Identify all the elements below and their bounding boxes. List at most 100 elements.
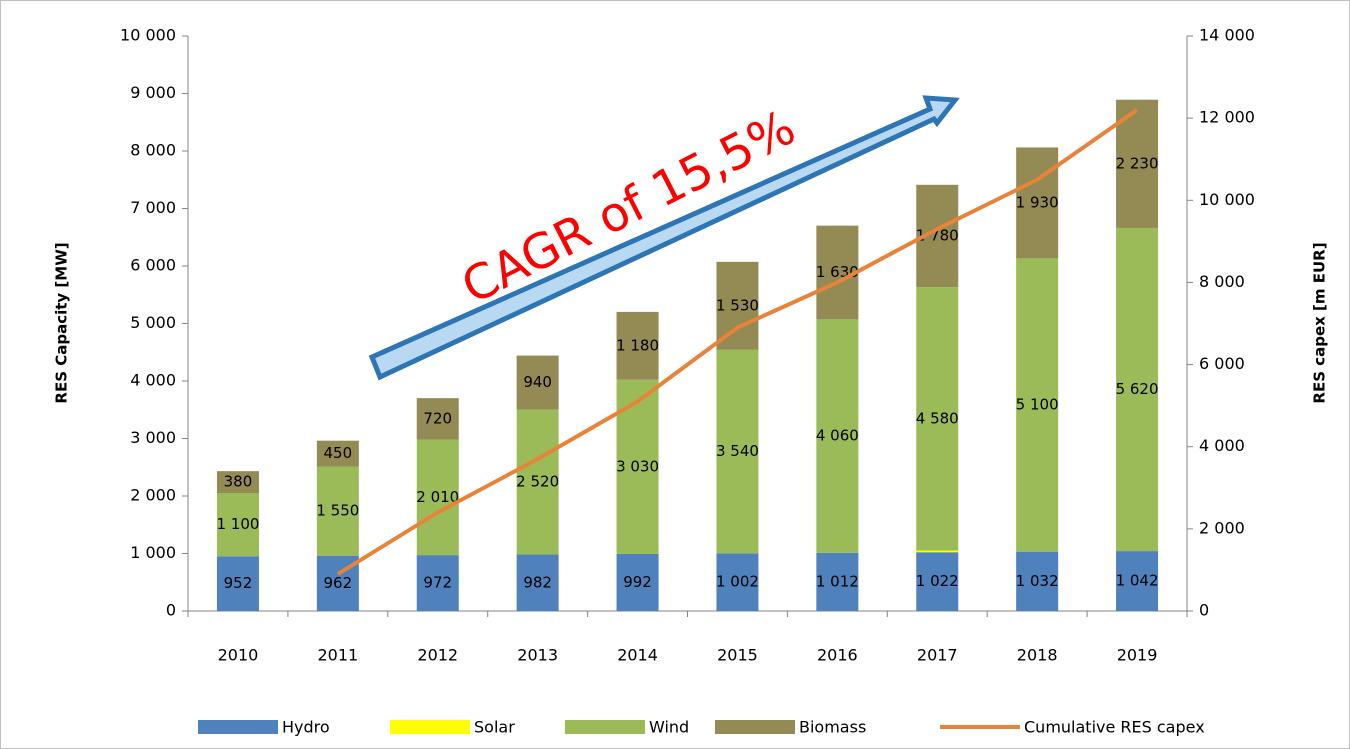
data-label: 1 780	[916, 226, 959, 244]
data-label: 3 030	[616, 457, 659, 475]
trend-arrow	[368, 95, 960, 381]
bar-segment	[916, 552, 959, 611]
legend-label: Biomass	[799, 718, 866, 737]
bar-segment	[1016, 147, 1059, 259]
data-label: 2 520	[516, 473, 559, 491]
line	[336, 108, 1139, 576]
x-tick-label: 2011	[317, 646, 358, 665]
y-tick-label: 0	[166, 601, 176, 620]
data-label: 940	[523, 373, 552, 391]
bar-segment	[416, 555, 459, 611]
legend-label: Hydro	[282, 718, 330, 737]
bar-segment	[216, 493, 259, 557]
y2-tick-label: 2 000	[1199, 518, 1245, 537]
data-label: 4 580	[916, 409, 959, 427]
y-tick-label: 6 000	[130, 256, 176, 275]
data-label: 1 930	[1016, 193, 1059, 211]
data-label: 972	[423, 574, 452, 592]
bar-segment	[616, 311, 659, 380]
x-tick-label: 2013	[517, 646, 558, 665]
data-label: 450	[324, 444, 353, 462]
bar-segment	[216, 556, 259, 611]
x-tick-label: 2014	[617, 646, 658, 665]
y-tick-label: 2 000	[130, 486, 176, 505]
data-label: 2 010	[416, 488, 459, 506]
y-tick-label: 7 000	[130, 198, 176, 217]
data-label: 3 540	[716, 442, 759, 460]
data-label: 5 620	[1116, 380, 1159, 398]
y2-tick-label: 14 000	[1199, 26, 1255, 45]
bar-segment	[816, 319, 859, 553]
bar-segment	[316, 440, 359, 467]
plot: 0 1 000 2 000 3 000 4 000 5 000 6 000 7 000 8 00…	[120, 26, 1255, 737]
data-label: 1 630	[816, 263, 859, 281]
y-tick-label: 10 000	[120, 26, 176, 45]
x-tick-label: 2015	[717, 646, 758, 665]
legend-label: Wind	[649, 718, 689, 737]
y-tick-label: 4 000	[130, 371, 176, 390]
legend-swatch	[390, 720, 470, 734]
y2-tick-label: 10 000	[1199, 190, 1255, 209]
legend-swatch	[715, 720, 795, 734]
data-label: 720	[423, 409, 452, 427]
y-tick-label: 1 000	[130, 543, 176, 562]
data-label: 1 180	[616, 336, 659, 354]
bar-segment	[716, 349, 759, 554]
bar-segment	[416, 439, 459, 556]
bar-segment	[816, 552, 859, 611]
data-label: 1 042	[1116, 572, 1159, 590]
y-tick-label: 5 000	[130, 313, 176, 332]
bar-segment	[1016, 258, 1059, 552]
bar-segment	[816, 225, 859, 320]
y2-tick-label: 6 000	[1199, 354, 1245, 373]
data-label: 1 002	[716, 573, 759, 591]
data-label: 962	[324, 574, 353, 592]
data-label: 2 230	[1116, 154, 1159, 172]
x-tick-label: 2012	[417, 646, 458, 665]
data-label: 1 550	[316, 502, 359, 520]
legend-label: Cumulative RES capex	[1024, 718, 1205, 737]
bar-segment	[716, 553, 759, 611]
x-tick-label: 2017	[917, 646, 958, 665]
bar-segment	[1116, 551, 1159, 611]
bar-segment	[416, 398, 459, 440]
bar-segment	[916, 287, 959, 551]
y2-axis-label: RES capex [m EUR]	[1311, 242, 1329, 403]
legend-swatch	[565, 720, 645, 734]
data-label: 992	[623, 573, 652, 591]
y-tick-label: 9 000	[130, 83, 176, 102]
y-tick-label: 8 000	[130, 141, 176, 160]
data-label: 1 012	[816, 572, 859, 590]
y2-tick-label: 8 000	[1199, 272, 1245, 291]
bar-segment	[916, 550, 959, 553]
y2-tick-label: 12 000	[1199, 108, 1255, 127]
bar-segment	[616, 553, 659, 611]
bar-segment	[1116, 227, 1159, 552]
data-label: 380	[224, 473, 253, 491]
data-label: 5 100	[1016, 396, 1059, 414]
y-axis-label: RES Capacity [MW]	[53, 242, 71, 403]
x-tick-label: 2010	[218, 646, 259, 665]
bar-segment	[516, 409, 559, 555]
x-tick-label: 2016	[817, 646, 858, 665]
bar-segment	[1016, 551, 1059, 611]
data-label: 1 032	[1016, 572, 1059, 590]
legend-label: Solar	[474, 718, 515, 737]
bar-segment	[316, 466, 359, 556]
data-label: 1 530	[716, 296, 759, 314]
legend-swatch	[198, 720, 278, 734]
y2-tick-label: 0	[1199, 601, 1209, 620]
bar-segment	[516, 554, 559, 611]
x-tick-label: 2019	[1117, 646, 1158, 665]
x-tick-label: 2018	[1017, 646, 1058, 665]
data-label: 952	[224, 574, 253, 592]
y2-tick-label: 4 000	[1199, 436, 1245, 455]
data-label: 4 060	[816, 427, 859, 445]
bar-segment	[216, 471, 259, 494]
data-label: 982	[523, 573, 552, 591]
bar-segment	[516, 355, 559, 410]
y-tick-label: 3 000	[130, 428, 176, 447]
bar-segment	[716, 261, 759, 350]
data-label: 1 100	[216, 515, 259, 533]
